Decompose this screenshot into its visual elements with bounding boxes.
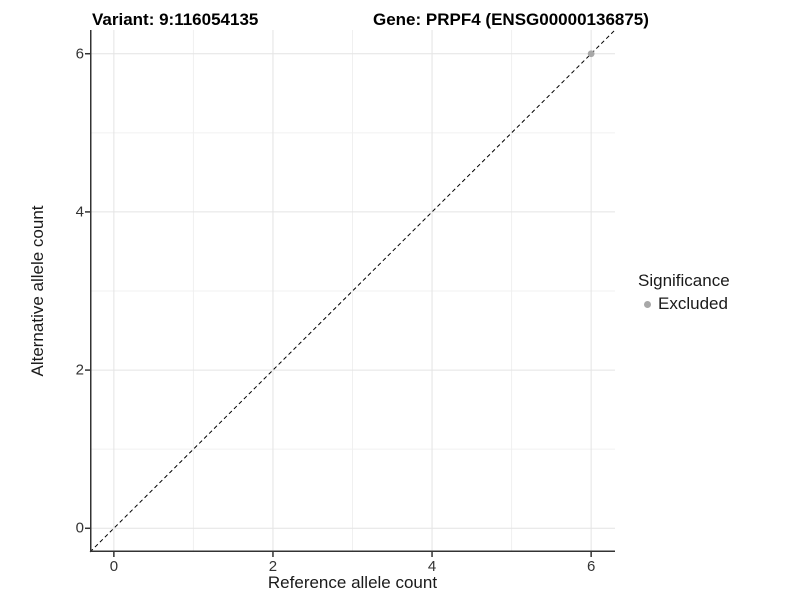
plot-title-gene: Gene: PRPF4 (ENSG00000136875) [373, 10, 649, 29]
y-tick-label: 0 [75, 519, 84, 537]
y-axis-title: Alternative allele count [28, 205, 47, 377]
x-axis-tick-labels: 0 2 4 6 [90, 558, 615, 578]
x-tick-label: 4 [427, 558, 437, 575]
plot-panel-canvas [85, 29, 616, 557]
legend-entry-label: Excluded [658, 294, 728, 313]
x-tick-label: 2 [268, 558, 278, 575]
legend-entry-excluded: Excluded [638, 294, 730, 314]
legend-title: Significance [638, 271, 730, 290]
legend: Significance Excluded [638, 271, 730, 314]
plot-panel [85, 29, 616, 557]
plot-title-variant: Variant: 9:116054135 [92, 10, 259, 29]
x-tick-label: 0 [109, 558, 119, 575]
x-tick-label: 6 [586, 558, 596, 575]
y-tick-label: 2 [75, 361, 84, 379]
y-tick-label: 6 [75, 45, 84, 63]
y-tick-label: 4 [75, 203, 84, 221]
data-point [587, 50, 595, 58]
y-axis-tick-labels: 0 2 4 6 [0, 30, 84, 552]
legend-key [638, 295, 656, 313]
x-axis-title: Reference allele count [267, 573, 438, 592]
excluded-point-icon [643, 300, 651, 308]
